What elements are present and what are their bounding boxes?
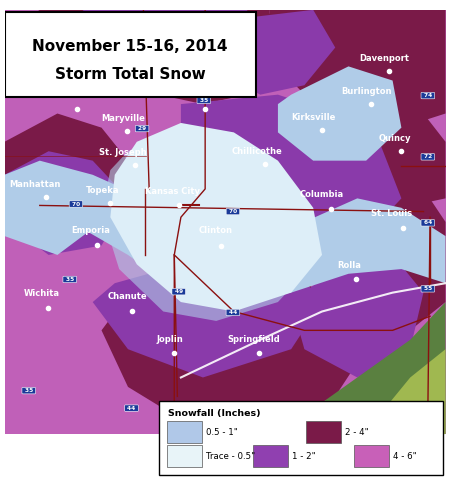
Polygon shape: [110, 123, 322, 311]
Text: Columbia: Columbia: [300, 191, 344, 199]
Polygon shape: [291, 255, 423, 378]
Text: Clinton: Clinton: [198, 226, 232, 235]
Polygon shape: [269, 10, 446, 128]
Text: Quincy: Quincy: [378, 134, 411, 143]
Text: Joplin: Joplin: [157, 334, 183, 344]
Text: 80: 80: [27, 82, 39, 87]
FancyBboxPatch shape: [354, 445, 389, 467]
Text: 55: 55: [422, 286, 434, 291]
FancyBboxPatch shape: [167, 445, 202, 467]
Text: 35: 35: [198, 98, 210, 103]
Text: Chanute: Chanute: [107, 292, 147, 301]
Text: Davenport: Davenport: [360, 54, 410, 63]
Text: Wichita: Wichita: [24, 289, 60, 299]
Polygon shape: [102, 133, 313, 321]
Text: 64: 64: [422, 220, 434, 225]
Text: 35: 35: [22, 388, 35, 393]
FancyBboxPatch shape: [159, 401, 443, 475]
Text: Snowfall (Inches): Snowfall (Inches): [168, 409, 260, 418]
Text: 2 - 4": 2 - 4": [345, 428, 369, 436]
Polygon shape: [4, 161, 446, 302]
Polygon shape: [335, 113, 446, 208]
Text: Lincoln: Lincoln: [56, 90, 90, 99]
Text: Kansas City: Kansas City: [144, 187, 200, 196]
Text: St. Louis: St. Louis: [371, 209, 412, 218]
Polygon shape: [4, 113, 128, 236]
Text: 49: 49: [173, 289, 185, 294]
Polygon shape: [322, 189, 446, 330]
Text: 35: 35: [63, 277, 76, 282]
Polygon shape: [190, 104, 423, 255]
Text: 70: 70: [70, 201, 82, 207]
Polygon shape: [4, 151, 128, 255]
Text: Emporia: Emporia: [71, 226, 110, 235]
Text: Lamoni: Lamoni: [184, 91, 218, 100]
Text: 70: 70: [227, 209, 239, 214]
Text: Topeka: Topeka: [86, 186, 119, 194]
Text: St. Joseph: St. Joseph: [99, 148, 147, 157]
Polygon shape: [102, 264, 366, 425]
Text: 1 - 2": 1 - 2": [292, 452, 316, 461]
FancyBboxPatch shape: [4, 12, 256, 97]
Text: 0.5 - 1": 0.5 - 1": [206, 428, 238, 436]
Text: 4 - 6": 4 - 6": [393, 452, 417, 461]
Text: Kirksville: Kirksville: [291, 113, 335, 122]
Text: Burlington: Burlington: [341, 86, 392, 96]
Polygon shape: [58, 10, 260, 85]
Polygon shape: [278, 66, 401, 161]
Text: Chillicothe: Chillicothe: [231, 147, 282, 156]
Text: 44: 44: [126, 406, 138, 410]
FancyBboxPatch shape: [306, 421, 341, 443]
Polygon shape: [225, 10, 335, 95]
Polygon shape: [379, 349, 446, 434]
FancyBboxPatch shape: [253, 445, 288, 467]
Text: 74: 74: [422, 93, 434, 98]
Text: 44: 44: [227, 310, 239, 315]
Polygon shape: [181, 95, 401, 246]
Text: 72: 72: [422, 154, 434, 160]
Text: November 15-16, 2014: November 15-16, 2014: [32, 39, 228, 54]
Text: Maryville: Maryville: [102, 114, 145, 123]
Text: Storm Total Snow: Storm Total Snow: [55, 67, 206, 82]
Text: Rolla: Rolla: [338, 261, 361, 270]
Polygon shape: [93, 255, 322, 378]
Text: Trace - 0.5": Trace - 0.5": [206, 452, 255, 461]
Text: Manhattan: Manhattan: [9, 180, 60, 189]
Text: 29: 29: [136, 126, 148, 131]
Text: Springfield: Springfield: [227, 334, 280, 344]
Polygon shape: [27, 10, 278, 104]
Polygon shape: [304, 302, 446, 434]
FancyBboxPatch shape: [167, 421, 202, 443]
Polygon shape: [4, 10, 446, 434]
Polygon shape: [4, 170, 102, 255]
